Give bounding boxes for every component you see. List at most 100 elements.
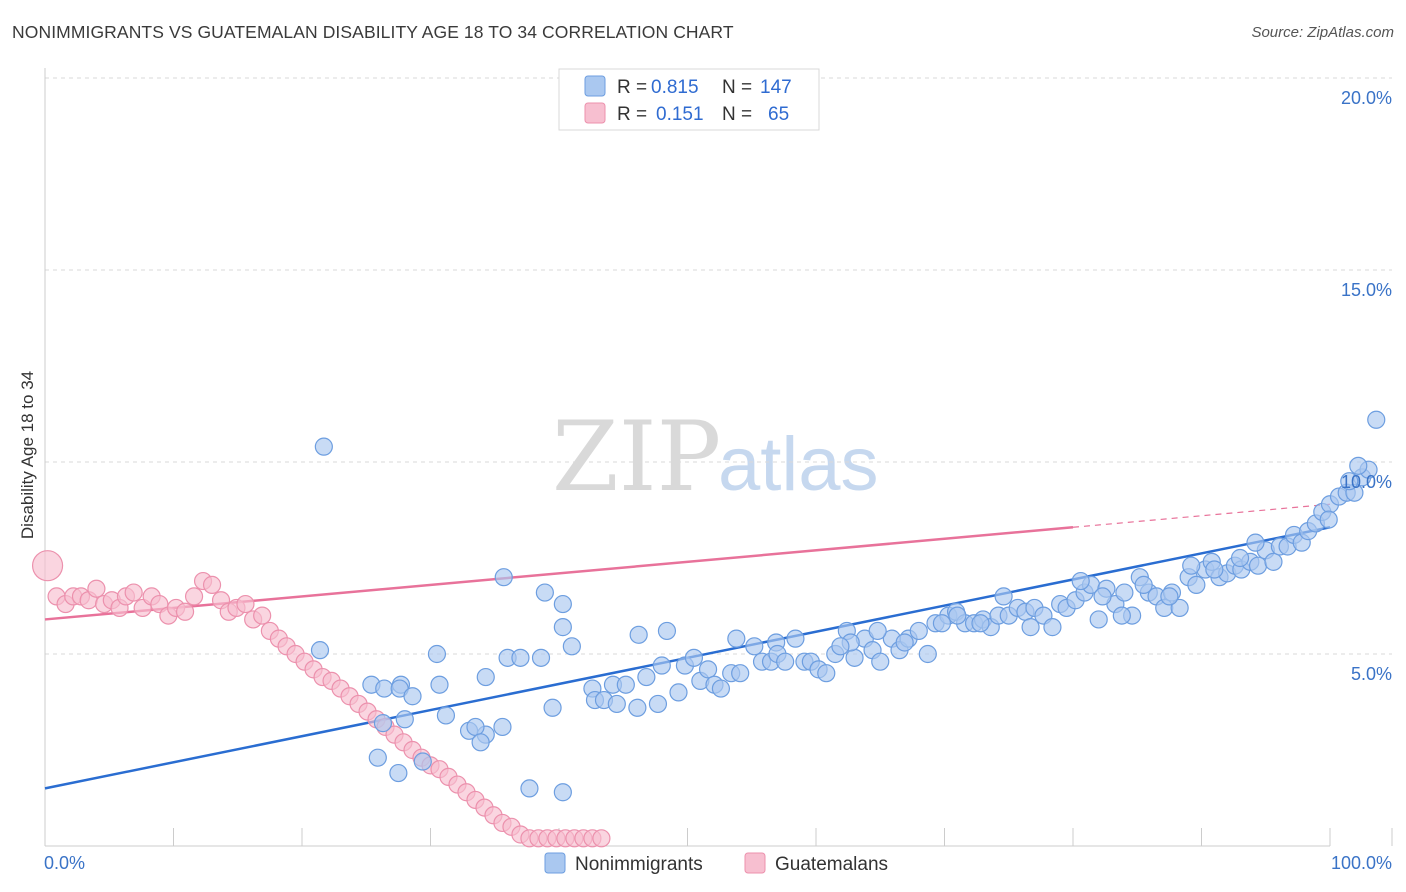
nonimmigrants-point (1160, 587, 1179, 606)
guatemalans-point (175, 602, 195, 621)
nonimmigrants-point (1182, 556, 1201, 575)
nonimmigrants-point (727, 629, 746, 648)
legend-swatch-nonimmigrants (584, 75, 606, 97)
nonimmigrants-point (1248, 556, 1268, 575)
nonimmigrants-point (629, 625, 648, 644)
guatemalans-point (236, 594, 255, 614)
nonimmigrants-point (427, 644, 447, 664)
legend-r-label: R = (617, 104, 647, 125)
nonimmigrants-point (1170, 598, 1189, 618)
nonimmigrants-point (871, 652, 890, 671)
legend-swatch-guatemalans (584, 102, 606, 124)
y-tick-label: 5.0% (1351, 664, 1392, 684)
nonimmigrants-point (403, 687, 422, 706)
legend-r-label: R = (617, 77, 647, 98)
nonimmigrants-point (616, 675, 635, 694)
legend-r-value: 0.815 (651, 77, 699, 98)
nonimmigrants-point (436, 706, 456, 725)
nonimmigrants-point (543, 698, 562, 717)
nonimmigrants-point (531, 648, 551, 667)
nonimmigrants-point (395, 710, 414, 729)
nonimmigrants-point (368, 748, 387, 767)
y-tick-label: 20.0% (1341, 88, 1392, 108)
nonimmigrants-point (868, 621, 887, 641)
nonimmigrants-point (430, 675, 449, 694)
nonimmigrants-point (932, 614, 952, 633)
nonimmigrants-point (1246, 533, 1265, 552)
nonimmigrants-point (909, 621, 928, 641)
y-axis-label: Disability Age 18 to 34 (18, 371, 37, 539)
chart-title: NONIMMIGRANTS VS GUATEMALAN DISABILITY A… (12, 22, 734, 42)
nonimmigrants-point (948, 606, 967, 625)
nonimmigrants-point (1230, 548, 1250, 568)
trend-lines (44, 503, 1331, 790)
nonimmigrants-point (1115, 583, 1134, 602)
nonimmigrants-point (607, 694, 626, 714)
nonimmigrants-point (375, 679, 394, 698)
nonimmigrants-point (971, 614, 990, 633)
nonimmigrants-point (520, 779, 539, 798)
nonimmigrants-point (562, 637, 581, 656)
y-tick-labels: 5.0% 10.0% 15.0% 20.0% (1341, 88, 1392, 684)
source-label: Source: ZipAtlas.com (1251, 24, 1394, 41)
nonimmigrants-point (310, 641, 330, 660)
legend-n-value: 65 (768, 104, 789, 125)
nonimmigrants-point (511, 648, 530, 667)
legend-n-label: N = (722, 104, 752, 125)
nonimmigrants-point (1071, 571, 1090, 591)
legend-r-value: 0.151 (656, 104, 704, 125)
nonimmigrants-point (895, 633, 914, 652)
nonimmigrants-point (648, 694, 668, 714)
nonimmigrants-point (493, 717, 512, 737)
series-legend-swatch-guatemalans (744, 852, 766, 874)
legend-n-value: 147 (760, 77, 792, 98)
series-legend: Nonimmigrants Guatemalans (544, 852, 888, 875)
nonimmigrants-point (817, 664, 836, 683)
nonimmigrants-point (373, 714, 393, 733)
stats-legend: R = 0.815 N = 147 R = 0.151 N = 65 (558, 68, 820, 131)
nonimmigrants-point (731, 664, 750, 683)
guatemalans-point (184, 587, 204, 606)
series-legend-label-nonimmigrants: Nonimmigrants (575, 854, 703, 875)
nonimmigrants-point (471, 733, 490, 752)
nonimmigrants-point (1187, 575, 1206, 594)
nonimmigrants-point (994, 587, 1013, 606)
nonimmigrants-point (1205, 560, 1224, 579)
axes (44, 68, 1393, 847)
nonimmigrants-point (652, 656, 671, 675)
guatemalans-point (87, 579, 106, 598)
nonimmigrants-point (553, 618, 572, 637)
legend-n-label: N = (722, 77, 752, 98)
guatemalans-trend-extension (1072, 503, 1331, 528)
nonimmigrants-point (711, 679, 731, 698)
guatemalans-point (31, 550, 64, 582)
nonimmigrants-point (786, 629, 805, 648)
y-tick-label: 15.0% (1341, 280, 1392, 300)
nonimmigrants-point (535, 583, 554, 602)
nonimmigrants-point (657, 621, 677, 641)
watermark-atlas: atlas (718, 422, 879, 507)
nonimmigrants-point (684, 648, 704, 667)
nonimmigrants-point (1349, 456, 1368, 475)
x-tick-label-min: 0.0% (44, 853, 85, 873)
nonimmigrants-point (918, 644, 937, 664)
nonimmigrants-point (1043, 618, 1062, 637)
nonimmigrants-point (1340, 472, 1359, 491)
guatemalans-point (202, 575, 222, 594)
nonimmigrants-point (389, 763, 408, 783)
watermark-zip: ZIP (552, 401, 721, 513)
nonimmigrants-point (1089, 610, 1108, 629)
guatemalans-point (592, 829, 611, 848)
nonimmigrants-point (413, 752, 432, 771)
nonimmigrants-point (1319, 510, 1338, 529)
y-tick-label: 10.0% (1341, 472, 1392, 492)
nonimmigrants-point (553, 594, 572, 614)
nonimmigrants-point (1112, 606, 1131, 625)
nonimmigrants-point (314, 437, 333, 456)
nonimmigrants-point (776, 652, 795, 671)
nonimmigrants-point (637, 667, 656, 687)
nonimmigrants-point (845, 648, 864, 667)
nonimmigrants-point (1134, 575, 1153, 594)
nonimmigrants-point (669, 683, 688, 702)
